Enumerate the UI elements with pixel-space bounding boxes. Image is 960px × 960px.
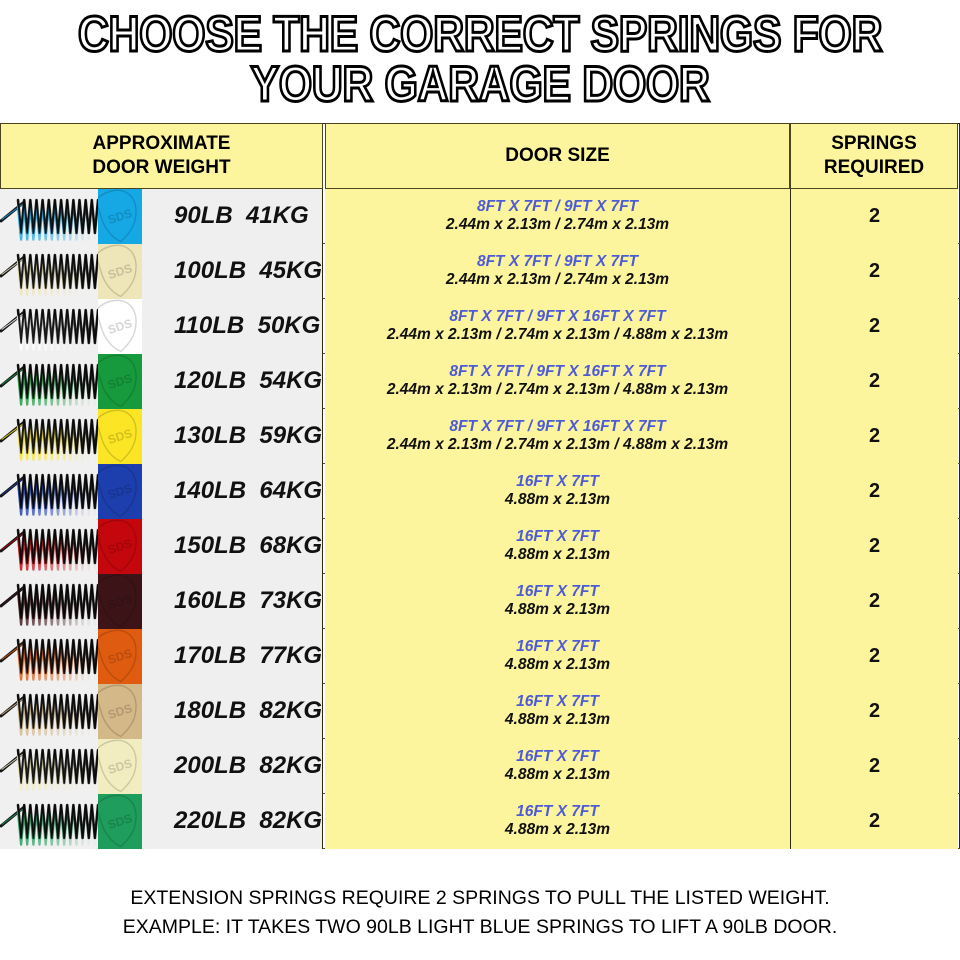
- svg-text:SDS: SDS: [106, 206, 134, 227]
- svg-text:SDS: SDS: [106, 591, 134, 612]
- svg-text:SDS: SDS: [106, 701, 134, 722]
- svg-text:SDS: SDS: [106, 371, 134, 392]
- svg-text:SDS: SDS: [106, 811, 134, 832]
- svg-text:SDS: SDS: [106, 756, 134, 777]
- svg-text:SDS: SDS: [106, 481, 134, 502]
- svg-text:SDS: SDS: [106, 316, 134, 337]
- svg-text:SDS: SDS: [106, 536, 134, 557]
- svg-text:SDS: SDS: [106, 261, 134, 282]
- svg-text:SDS: SDS: [106, 646, 134, 667]
- svg-text:SDS: SDS: [106, 426, 134, 447]
